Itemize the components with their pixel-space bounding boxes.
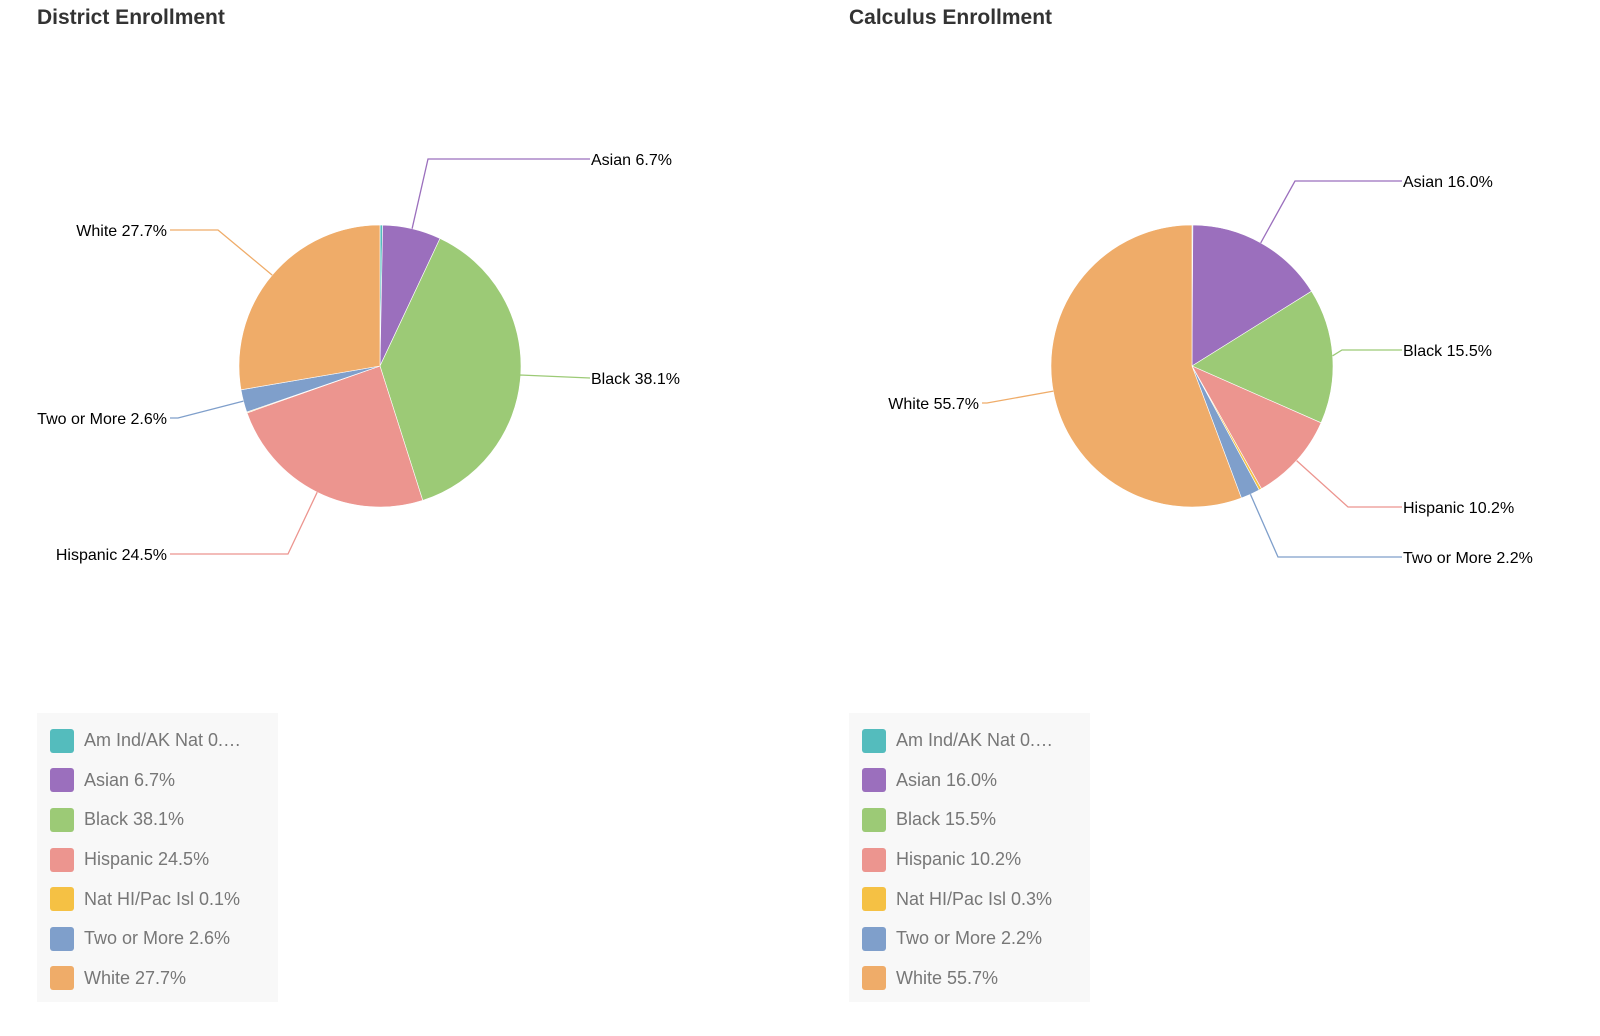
- legend-label: Hispanic 24.5%: [84, 849, 210, 870]
- legend-item-asian[interactable]: Asian 16.0%: [849, 761, 1090, 801]
- legend-swatch: [862, 847, 886, 872]
- chart-title: Calculus Enrollment: [849, 6, 1053, 29]
- legend-swatch: [862, 728, 886, 753]
- legend-label: Asian 6.7%: [84, 769, 176, 790]
- district-enrollment-panel: District Enrollment Asian 6.7% Black 38.1…: [37, 6, 680, 1003]
- legend-swatch: [862, 807, 886, 832]
- legend-label: Black 15.5%: [896, 809, 997, 830]
- legend-label: Asian 16.0%: [896, 769, 998, 790]
- pie-slice-white[interactable]: [238, 224, 381, 391]
- calculus-legend: Am Ind/AK Nat 0.… Asian 16.0% Black 15.5…: [849, 713, 1090, 1003]
- legend-item-white[interactable]: White 27.7%: [37, 959, 278, 999]
- legend-label: White 27.7%: [84, 967, 187, 988]
- legend-swatch: [50, 966, 74, 991]
- legend-item-nat-hi[interactable]: Nat HI/Pac Isl 0.1%: [37, 879, 278, 919]
- calculus-enrollment-panel: Calculus Enrollment Asian 16.0% Black 15.…: [812, 0, 1600, 1036]
- legend-item-nat-hi[interactable]: Nat HI/Pac Isl 0.3%: [849, 879, 1090, 919]
- legend-swatch: [862, 768, 886, 793]
- legend-swatch: [50, 728, 74, 753]
- callout-line: [170, 491, 318, 555]
- callout-line: [1249, 494, 1402, 558]
- pie-slice-asian[interactable]: [1191, 224, 1312, 367]
- callout-label: Asian 6.7%: [591, 152, 672, 169]
- legend-item-hispanic[interactable]: Hispanic 24.5%: [37, 840, 278, 880]
- legend-label: Hispanic 10.2%: [896, 849, 1022, 870]
- legend-label: Am Ind/AK Nat 0.…: [84, 730, 242, 751]
- chart-title: District Enrollment: [37, 6, 225, 29]
- callout-line: [411, 158, 590, 229]
- callout-line: [1260, 180, 1402, 244]
- legend-swatch: [862, 966, 886, 991]
- legend-swatch: [50, 768, 74, 793]
- legend-swatch: [50, 807, 74, 832]
- callout-line: [982, 390, 1054, 404]
- legend-item-white[interactable]: White 55.7%: [849, 959, 1090, 999]
- callout-line: [1332, 349, 1402, 357]
- legend-item-am-ind[interactable]: Am Ind/AK Nat 0.…: [849, 721, 1090, 761]
- legend-label: Am Ind/AK Nat 0.…: [896, 730, 1054, 751]
- legend-label: Nat HI/Pac Isl 0.1%: [84, 888, 241, 909]
- calculus-pie-chart: Asian 16.0% Black 15.5% Hispanic 10.2% Two …: [888, 174, 1533, 567]
- legend-swatch: [862, 926, 886, 951]
- legend-label: Two or More 2.6%: [84, 928, 231, 949]
- legend-item-hispanic[interactable]: Hispanic 10.2%: [849, 840, 1090, 880]
- pie-slice-hispanic[interactable]: [1191, 365, 1322, 490]
- legend-swatch: [50, 926, 74, 951]
- callout-label: Two or More 2.6%: [37, 411, 167, 428]
- district-legend: Am Ind/AK Nat 0.… Asian 6.7% Black 38.1%…: [37, 713, 278, 1003]
- legend-item-am-ind[interactable]: Am Ind/AK Nat 0.…: [37, 721, 278, 761]
- legend-label: Two or More 2.2%: [896, 928, 1043, 949]
- callout-label: Hispanic 10.2%: [1403, 500, 1514, 517]
- callout-label: White 55.7%: [888, 396, 979, 413]
- callout-label: Hispanic 24.5%: [56, 547, 167, 564]
- callout-label: Black 15.5%: [1403, 343, 1492, 360]
- callout-line: [170, 400, 244, 419]
- legend-item-two-or-more[interactable]: Two or More 2.2%: [849, 919, 1090, 959]
- district-pie-chart: Asian 6.7% Black 38.1% Hispanic 24.5% Two o…: [37, 152, 680, 564]
- legend-item-asian[interactable]: Asian 6.7%: [37, 761, 278, 801]
- legend-swatch: [862, 887, 886, 912]
- legend-label: White 55.7%: [896, 967, 999, 988]
- legend-item-black[interactable]: Black 15.5%: [849, 800, 1090, 840]
- callout-line: [1296, 460, 1402, 508]
- legend-label: Black 38.1%: [84, 809, 185, 830]
- callout-line: [170, 229, 273, 276]
- callout-line: [519, 374, 591, 379]
- legend-item-black[interactable]: Black 38.1%: [37, 800, 278, 840]
- legend-swatch: [50, 847, 74, 872]
- callout-label: Two or More 2.2%: [1403, 550, 1533, 567]
- callout-label: Asian 16.0%: [1403, 174, 1493, 191]
- legend-item-two-or-more[interactable]: Two or More 2.6%: [37, 919, 278, 959]
- callout-label: Black 38.1%: [591, 371, 680, 388]
- callout-label: White 27.7%: [76, 223, 167, 240]
- legend-swatch: [50, 887, 74, 912]
- legend-label: Nat HI/Pac Isl 0.3%: [896, 888, 1053, 909]
